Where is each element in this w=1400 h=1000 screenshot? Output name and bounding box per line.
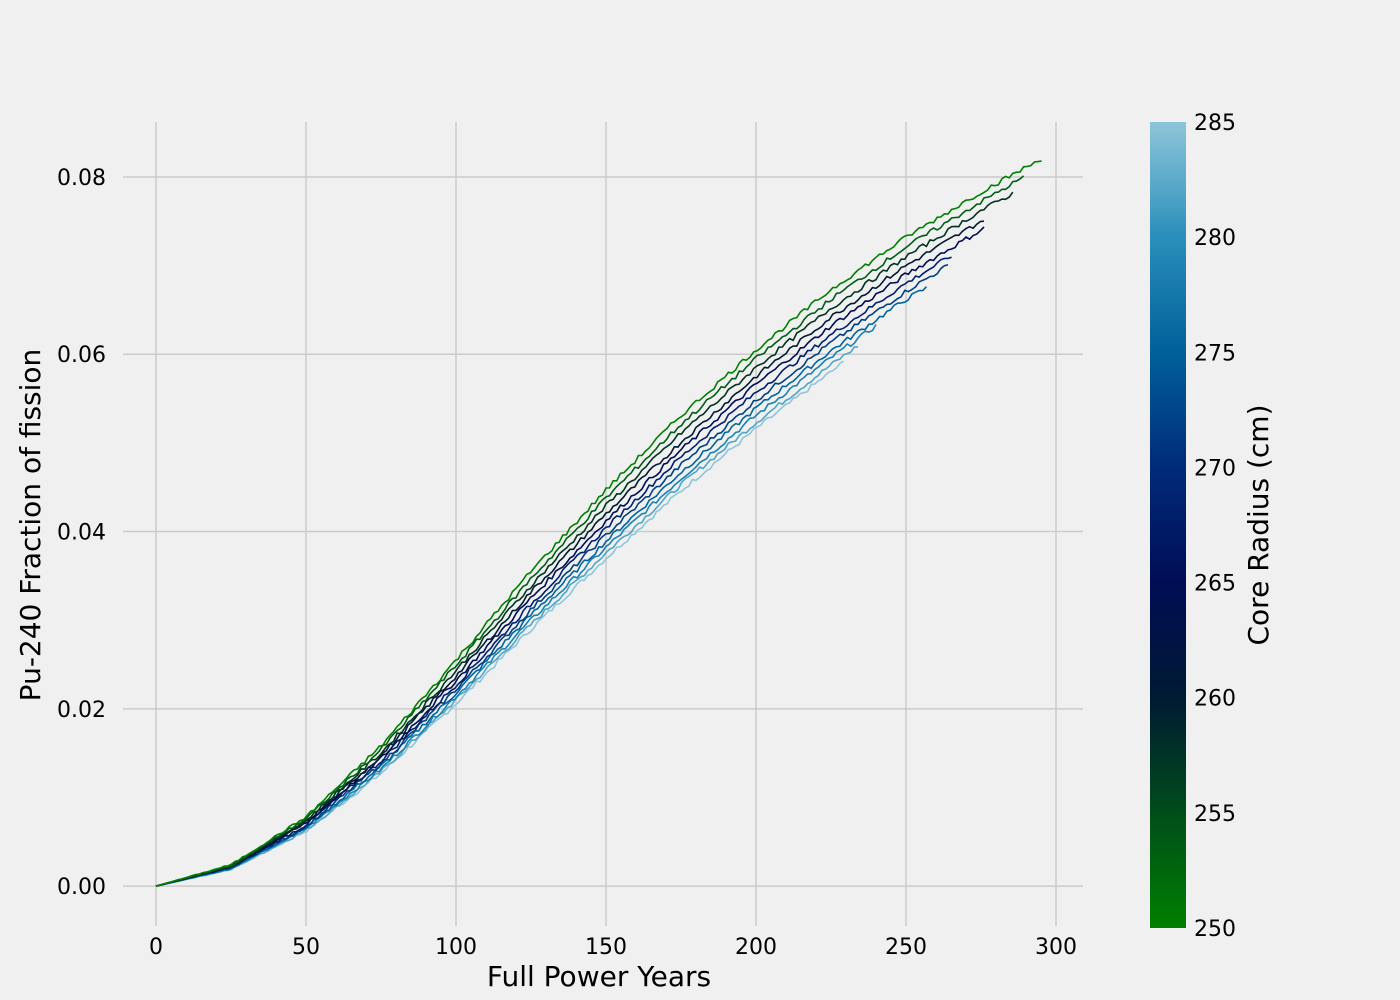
y-tick-label: 0.06 <box>57 343 106 368</box>
x-tick-label: 200 <box>735 935 777 960</box>
y-axis-title: Pu-240 Fraction of fission <box>14 349 47 702</box>
plot-area <box>123 122 1083 926</box>
colorbar-tick-label: 270 <box>1194 456 1236 481</box>
colorbar-tick-label: 250 <box>1194 917 1236 942</box>
series-line-268 <box>155 256 952 887</box>
series-line-250 <box>155 160 1042 887</box>
x-axis-ticks: 0 50 100 150 200 250 300 <box>149 935 1077 960</box>
x-axis-title: Full Power Years <box>487 960 711 993</box>
x-tick-label: 0 <box>149 935 163 960</box>
colorbar-tick-label: 255 <box>1194 802 1236 827</box>
colorbar-ticks: 250 255 260 265 270 275 280 285 <box>1194 111 1236 942</box>
x-tick-label: 150 <box>585 935 627 960</box>
series-line-254 <box>155 175 1025 887</box>
colorbar: 250 255 260 265 270 275 280 285 Core Radius (cm… <box>1150 111 1275 942</box>
series-line-276 <box>155 286 927 887</box>
colorbar-tick-label: 275 <box>1194 341 1236 366</box>
y-axis-ticks: 0.00 0.02 0.04 0.06 0.08 <box>57 166 106 900</box>
colorbar-title: Core Radius (cm) <box>1242 404 1275 645</box>
y-tick-label: 0.00 <box>57 875 106 900</box>
series-layer <box>155 160 1042 887</box>
y-tick-label: 0.08 <box>57 166 106 191</box>
grid <box>123 122 1083 926</box>
x-tick-label: 250 <box>885 935 927 960</box>
series-line-264 <box>155 226 985 887</box>
y-tick-label: 0.04 <box>57 521 106 546</box>
colorbar-tick-label: 260 <box>1194 687 1236 712</box>
series-line-257 <box>155 191 1014 887</box>
colorbar-tick-label: 285 <box>1194 111 1236 136</box>
x-tick-label: 300 <box>1035 935 1077 960</box>
colorbar-gradient <box>1150 122 1186 928</box>
colorbar-tick-label: 265 <box>1194 572 1236 597</box>
series-line-279 <box>155 324 877 887</box>
x-tick-label: 100 <box>435 935 477 960</box>
x-tick-label: 50 <box>292 935 320 960</box>
series-line-282 <box>155 346 858 887</box>
colorbar-tick-label: 280 <box>1194 226 1236 251</box>
y-tick-label: 0.02 <box>57 698 106 723</box>
series-line-285 <box>155 360 844 887</box>
series-line-272 <box>155 264 949 887</box>
